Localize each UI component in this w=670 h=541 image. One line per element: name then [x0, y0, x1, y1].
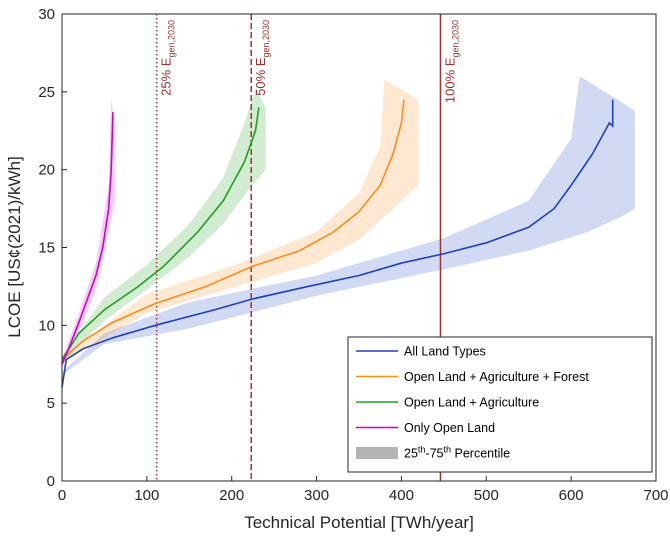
reference-label: 100% Egen,2030	[442, 20, 460, 103]
legend-label: 25th-75th Percentile	[404, 445, 510, 461]
label-part: 100% E	[442, 57, 457, 103]
reference-label: 25% Egen,2030	[159, 20, 177, 96]
x-tick-label: 600	[559, 487, 584, 504]
y-tick-label: 30	[38, 6, 55, 23]
y-tick-label: 20	[38, 162, 55, 179]
x-tick-label: 100	[134, 487, 159, 504]
y-tick-label: 0	[47, 473, 55, 490]
label-sub: gen,2030	[167, 20, 177, 58]
series-line	[61, 99, 614, 388]
percentile-band	[62, 79, 419, 363]
label-sup: th	[444, 445, 452, 455]
series-line	[61, 107, 260, 361]
y-tick-label: 10	[38, 317, 55, 334]
x-axis-label: Technical Potential [TWh/year]	[244, 513, 474, 532]
y-tick-label: 25	[38, 84, 55, 101]
x-tick-label: 700	[643, 487, 668, 504]
percentile-band	[62, 88, 266, 363]
x-tick-label: 500	[474, 487, 499, 504]
legend-box	[347, 336, 653, 473]
x-tick-label: 0	[58, 487, 66, 504]
label-part: Percentile	[451, 447, 510, 461]
legend-label: Only Open Land	[404, 421, 495, 435]
x-tick-label: 400	[389, 487, 414, 504]
label-part: 25	[404, 447, 418, 461]
y-tick-label: 15	[38, 240, 55, 257]
x-tick-label: 300	[304, 487, 329, 504]
label-part: 50% E	[253, 57, 268, 96]
label-part: 25% E	[159, 57, 174, 96]
y-axis-label: LCOE [US¢(2021)/kWh]	[5, 156, 24, 337]
legend-label: Open Land + Agriculture	[404, 396, 539, 410]
y-tick-label: 5	[47, 395, 55, 412]
percentile-band	[62, 76, 635, 376]
legend-swatch	[356, 447, 398, 459]
label-sub: gen,2030	[261, 20, 271, 58]
label-part: -75	[425, 447, 443, 461]
x-tick-label: 200	[219, 487, 244, 504]
legend-label: All Land Types	[404, 345, 486, 359]
reference-label: 50% Egen,2030	[253, 20, 271, 96]
legend-label: Open Land + Agriculture + Forest	[404, 370, 589, 384]
label-sup: th	[418, 445, 426, 455]
series-line	[61, 99, 405, 361]
series-line	[61, 112, 114, 365]
label-sub: gen,2030	[450, 20, 460, 58]
